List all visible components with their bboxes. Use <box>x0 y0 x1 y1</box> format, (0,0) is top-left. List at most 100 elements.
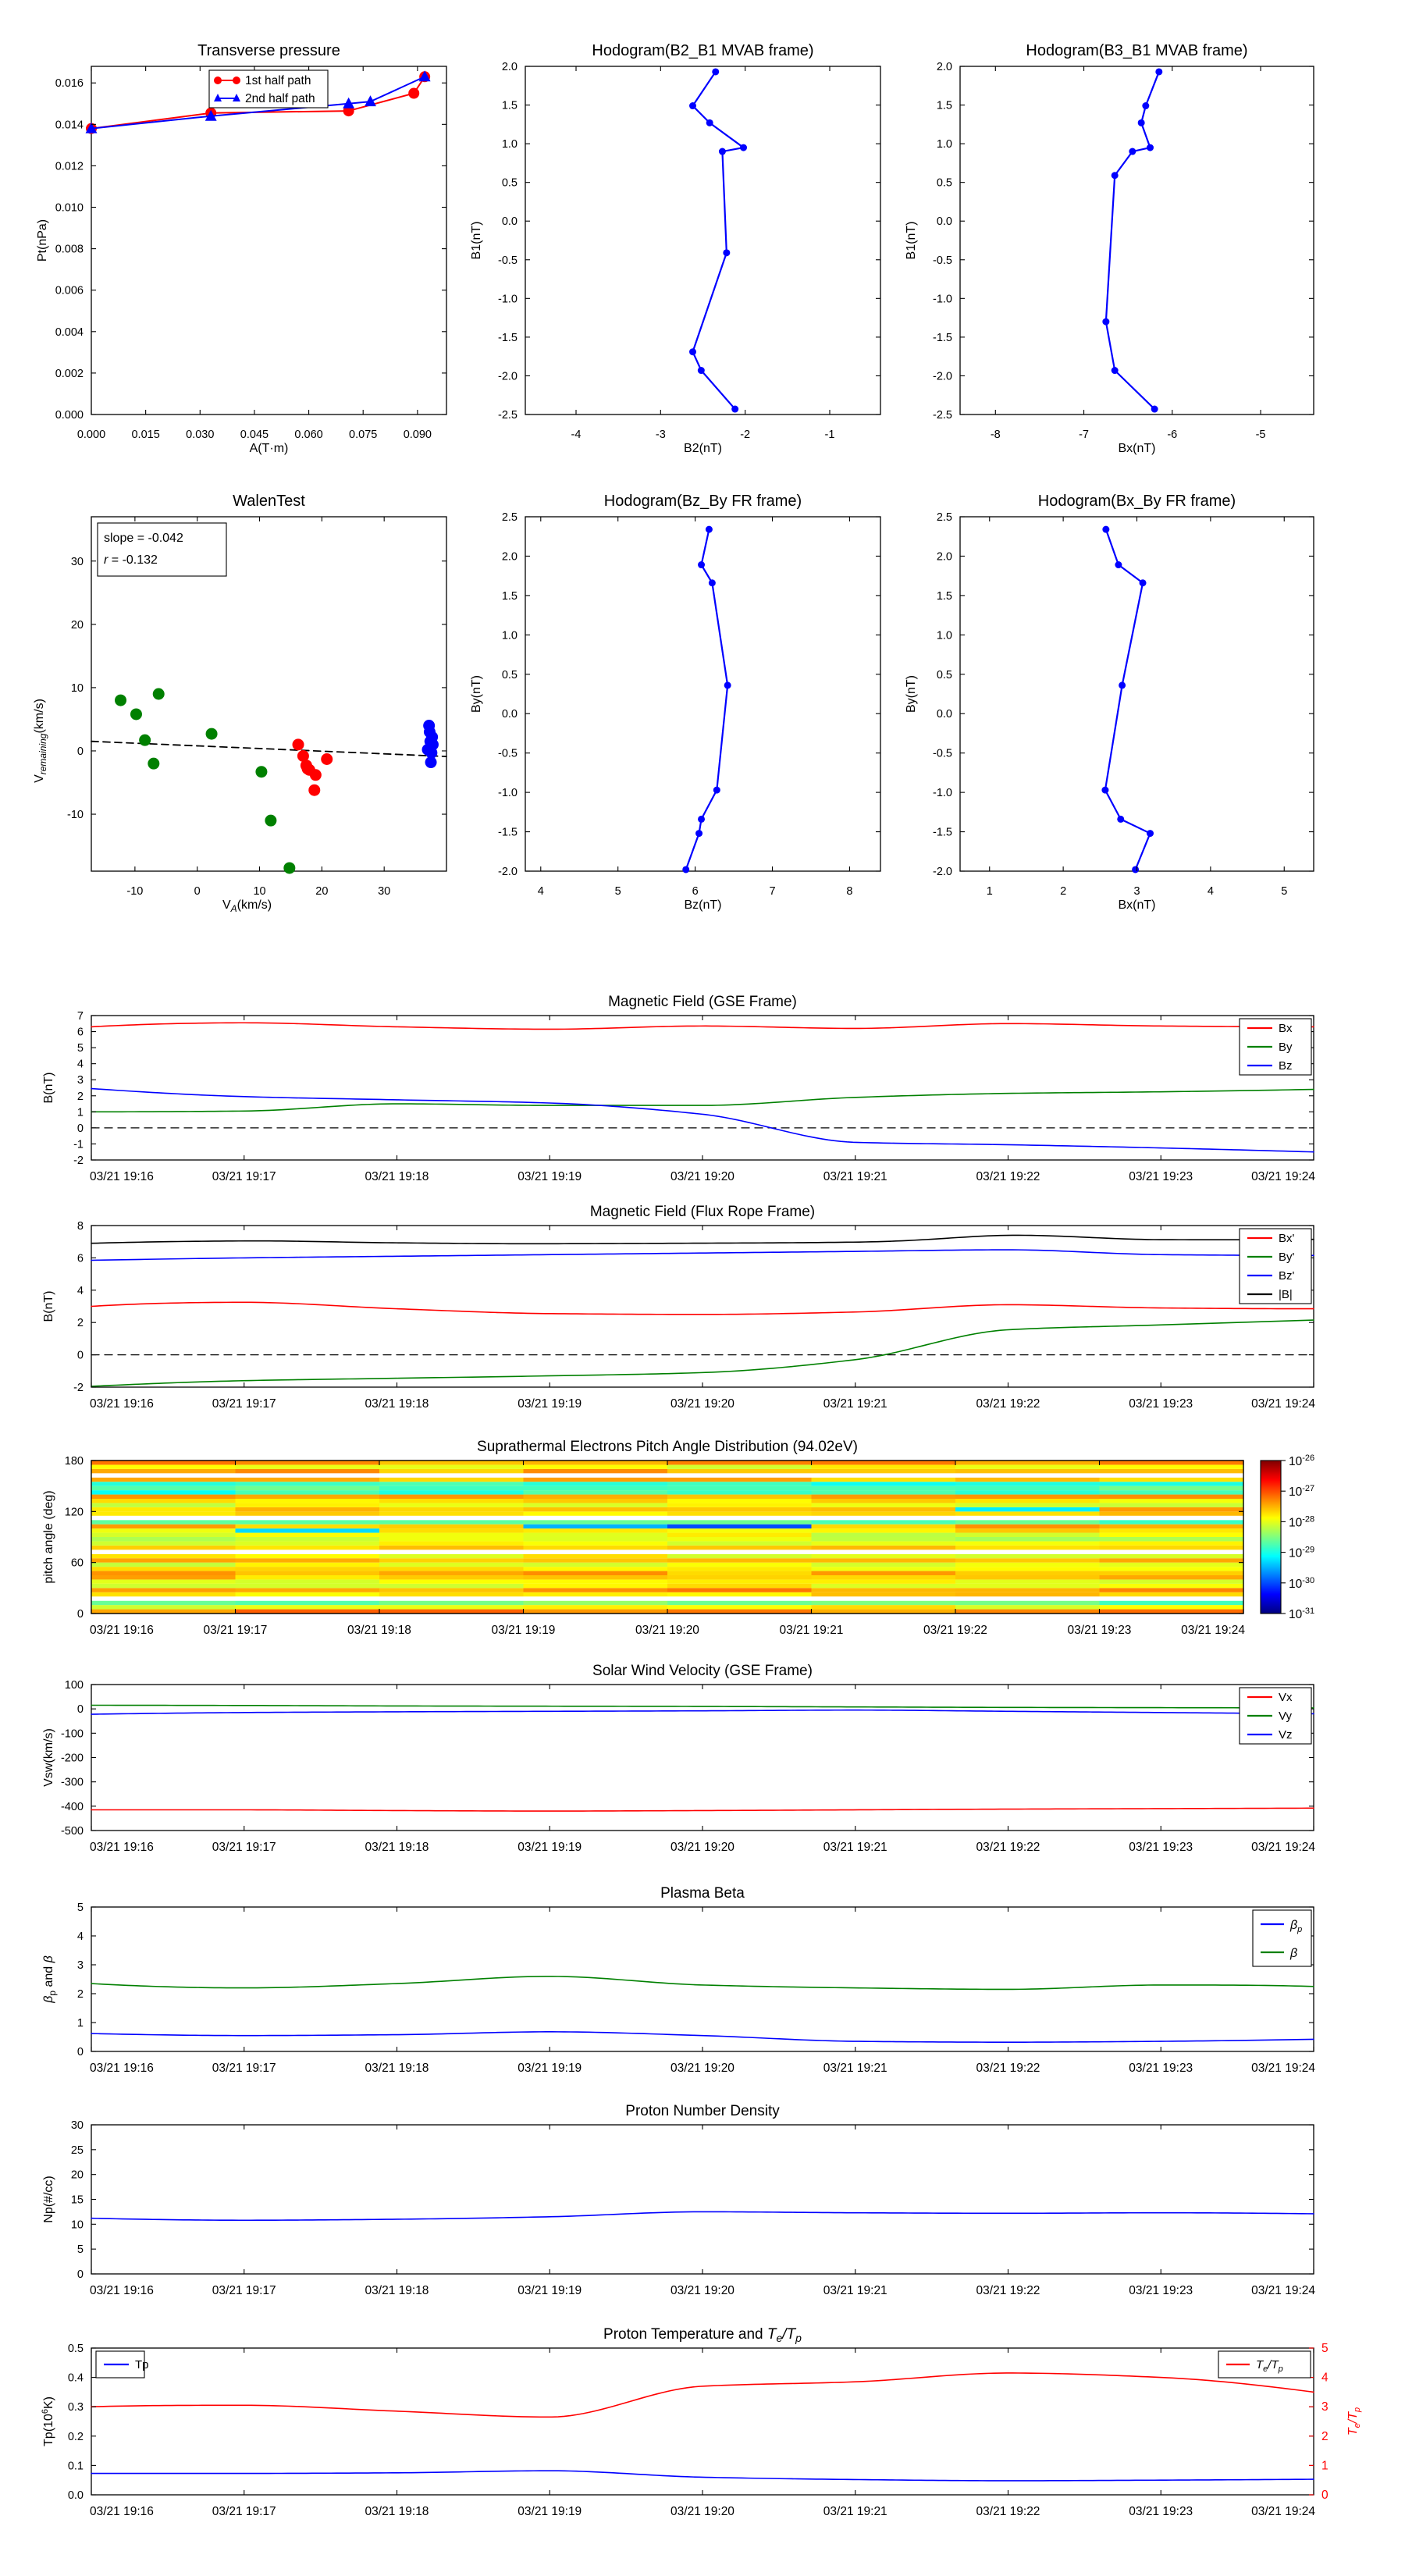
svg-text:03/21 19:22: 03/21 19:22 <box>923 1624 987 1637</box>
svg-text:4: 4 <box>77 1285 84 1297</box>
svg-text:03/21 19:23: 03/21 19:23 <box>1129 1841 1193 1854</box>
svg-text:03/21 19:22: 03/21 19:22 <box>976 2062 1040 2075</box>
svg-text:2.5: 2.5 <box>937 511 952 524</box>
svg-text:03/21 19:17: 03/21 19:17 <box>212 1841 276 1854</box>
svg-text:-1.0: -1.0 <box>933 293 952 305</box>
svg-text:03/21 19:16: 03/21 19:16 <box>90 1841 154 1854</box>
svg-text:-300: -300 <box>61 1777 84 1789</box>
svg-text:0.0: 0.0 <box>937 215 952 228</box>
svg-text:0.010: 0.010 <box>55 202 84 215</box>
svg-text:Hodogram(B3_B1 MVAB frame): Hodogram(B3_B1 MVAB frame) <box>1026 42 1247 59</box>
svg-text:180: 180 <box>65 1455 84 1468</box>
svg-text:2.5: 2.5 <box>502 511 518 524</box>
svg-text:-0.5: -0.5 <box>933 254 952 267</box>
svg-text:10: 10 <box>71 2218 84 2231</box>
svg-text:6: 6 <box>77 1026 84 1039</box>
svg-text:03/21 19:18: 03/21 19:18 <box>365 1397 429 1411</box>
svg-text:r = -0.132: r = -0.132 <box>104 553 158 567</box>
svg-text:03/21 19:24: 03/21 19:24 <box>1251 2062 1315 2075</box>
svg-text:03/21 19:20: 03/21 19:20 <box>670 1170 735 1183</box>
svg-text:0.090: 0.090 <box>404 429 432 441</box>
svg-text:03/21 19:19: 03/21 19:19 <box>518 1397 582 1411</box>
svg-text:3: 3 <box>77 1959 84 1972</box>
svg-text:-8: -8 <box>991 429 1001 441</box>
svg-text:5: 5 <box>77 2243 84 2256</box>
svg-text:0.5: 0.5 <box>502 669 518 681</box>
svg-text:0: 0 <box>77 745 84 758</box>
svg-text:-1.0: -1.0 <box>933 787 952 799</box>
svg-text:-2.5: -2.5 <box>498 409 518 422</box>
svg-text:03/21 19:24: 03/21 19:24 <box>1251 2505 1315 2518</box>
svg-text:Vsw(km/s): Vsw(km/s) <box>42 1728 55 1787</box>
svg-text:03/21 19:20: 03/21 19:20 <box>670 1841 735 1854</box>
svg-text:Transverse pressure: Transverse pressure <box>197 42 340 59</box>
svg-text:03/21 19:24: 03/21 19:24 <box>1251 1170 1315 1183</box>
svg-text:Proton Number Density: Proton Number Density <box>625 2103 780 2119</box>
svg-text:10: 10 <box>71 682 84 695</box>
svg-text:Hodogram(Bz_By FR frame): Hodogram(Bz_By FR frame) <box>604 493 802 510</box>
svg-text:03/21 19:21: 03/21 19:21 <box>823 2284 887 2297</box>
svg-text:2: 2 <box>1060 885 1066 898</box>
svg-text:0.000: 0.000 <box>55 409 84 422</box>
svg-text:0: 0 <box>1321 2489 1329 2502</box>
svg-text:-2: -2 <box>73 1155 84 1167</box>
svg-text:-2: -2 <box>73 1382 84 1394</box>
svg-text:0.006: 0.006 <box>55 285 84 297</box>
svg-text:03/21 19:16: 03/21 19:16 <box>90 1397 154 1411</box>
svg-text:03/21 19:24: 03/21 19:24 <box>1181 1624 1245 1637</box>
svg-text:8: 8 <box>77 1220 84 1233</box>
svg-text:4: 4 <box>1208 885 1214 898</box>
svg-text:-0.5: -0.5 <box>498 748 518 760</box>
svg-text:10: 10 <box>253 885 265 898</box>
svg-text:-1.0: -1.0 <box>498 293 518 305</box>
svg-text:0.2: 0.2 <box>68 2431 84 2443</box>
svg-text:03/21 19:23: 03/21 19:23 <box>1129 2062 1193 2075</box>
svg-text:-3: -3 <box>656 429 666 441</box>
svg-text:03/21 19:21: 03/21 19:21 <box>823 1841 887 1854</box>
svg-text:03/21 19:19: 03/21 19:19 <box>492 1624 556 1637</box>
svg-text:0.1: 0.1 <box>68 2460 84 2472</box>
svg-text:5: 5 <box>77 1042 84 1055</box>
svg-text:5: 5 <box>1281 885 1287 898</box>
svg-text:03/21 19:21: 03/21 19:21 <box>823 2062 887 2075</box>
svg-text:-0.5: -0.5 <box>933 748 952 760</box>
svg-text:5: 5 <box>77 1902 84 1914</box>
svg-text:-100: -100 <box>61 1727 84 1740</box>
svg-text:-2.0: -2.0 <box>498 866 518 878</box>
svg-text:03/21 19:17: 03/21 19:17 <box>212 1170 276 1183</box>
svg-text:0.045: 0.045 <box>240 429 269 441</box>
svg-text:By(nT): By(nT) <box>905 675 918 713</box>
svg-text:Bx(nT): Bx(nT) <box>1119 898 1156 912</box>
svg-text:-5: -5 <box>1256 429 1266 441</box>
svg-text:1.5: 1.5 <box>937 590 952 603</box>
svg-text:Solar Wind Velocity (GSE Frame: Solar Wind Velocity (GSE Frame) <box>592 1663 813 1679</box>
svg-text:25: 25 <box>71 2144 84 2157</box>
svg-text:1.5: 1.5 <box>937 100 952 112</box>
svg-text:slope = -0.042: slope = -0.042 <box>104 532 183 545</box>
svg-text:03/21 19:22: 03/21 19:22 <box>976 1397 1040 1411</box>
svg-text:0.000: 0.000 <box>77 429 105 441</box>
svg-text:-1.5: -1.5 <box>498 332 518 344</box>
svg-text:1.5: 1.5 <box>502 100 518 112</box>
svg-text:-400: -400 <box>61 1801 84 1813</box>
svg-text:6: 6 <box>77 1252 84 1265</box>
svg-text:03/21 19:22: 03/21 19:22 <box>976 1841 1040 1854</box>
svg-text:0.012: 0.012 <box>55 160 84 173</box>
svg-text:2: 2 <box>1321 2430 1329 2443</box>
svg-text:A(T·m): A(T·m) <box>250 442 289 455</box>
svg-text:20: 20 <box>71 619 84 632</box>
svg-text:2.0: 2.0 <box>502 550 518 563</box>
svg-text:03/21 19:21: 03/21 19:21 <box>823 1397 887 1411</box>
svg-text:100: 100 <box>65 1679 84 1692</box>
svg-text:03/21 19:21: 03/21 19:21 <box>823 1170 887 1183</box>
svg-text:-2: -2 <box>740 429 750 441</box>
svg-text:4: 4 <box>77 1930 84 1943</box>
svg-text:Hodogram(B2_B1 MVAB frame): Hodogram(B2_B1 MVAB frame) <box>592 42 813 59</box>
svg-text:03/21 19:23: 03/21 19:23 <box>1129 2505 1193 2518</box>
svg-text:03/21 19:16: 03/21 19:16 <box>90 2505 154 2518</box>
svg-text:0.5: 0.5 <box>502 177 518 190</box>
svg-text:03/21 19:20: 03/21 19:20 <box>670 2284 735 2297</box>
svg-text:03/21 19:20: 03/21 19:20 <box>670 2505 735 2518</box>
svg-text:0.030: 0.030 <box>186 429 214 441</box>
svg-text:1.0: 1.0 <box>937 629 952 642</box>
